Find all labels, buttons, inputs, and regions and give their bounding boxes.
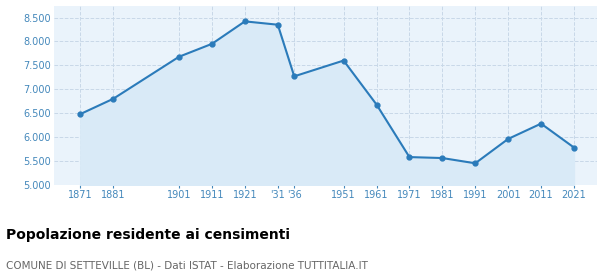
Text: COMUNE DI SETTEVILLE (BL) - Dati ISTAT - Elaborazione TUTTITALIA.IT: COMUNE DI SETTEVILLE (BL) - Dati ISTAT -…	[6, 260, 368, 270]
Text: Popolazione residente ai censimenti: Popolazione residente ai censimenti	[6, 228, 290, 242]
